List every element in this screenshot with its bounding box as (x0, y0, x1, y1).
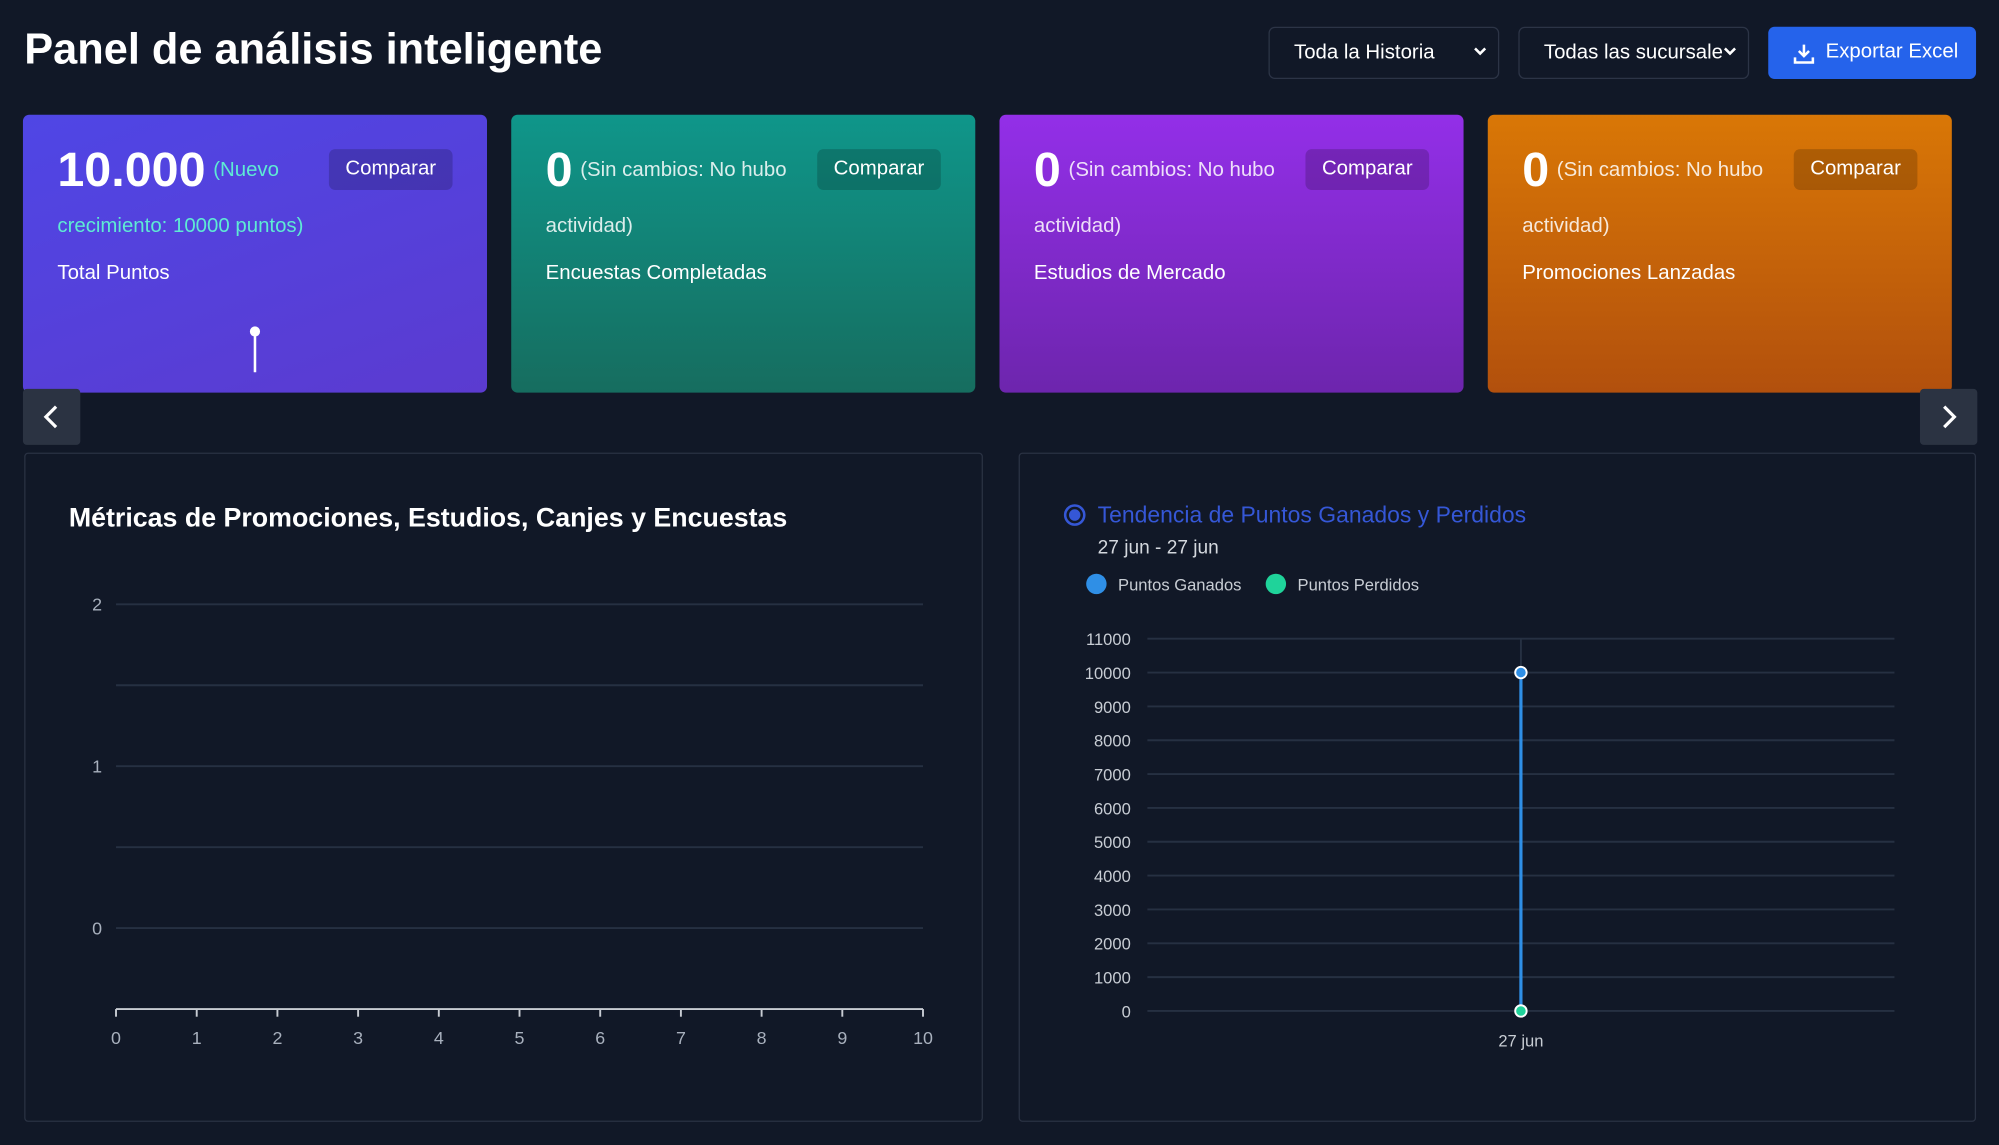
card-note: (Sin cambios: No hubo actividad) (545, 159, 787, 238)
compare-button[interactable]: Comparar (1305, 149, 1430, 190)
export-button[interactable]: Exportar Excel (1768, 26, 1977, 80)
chart-title: Tendencia de Puntos Ganados y Perdidos (1098, 502, 1526, 528)
x-tick-label: 1 (192, 1028, 202, 1048)
y-tick-label: 8000 (1094, 732, 1131, 751)
card-text: 0 (Sin cambios: No hubo actividad) (1522, 143, 1796, 255)
trend-panel (1018, 452, 1977, 1122)
legend-swatch (1086, 573, 1107, 595)
x-tick-label: 10 (913, 1028, 933, 1048)
chevron (1722, 45, 1738, 59)
compare-button[interactable]: Comparar (817, 149, 941, 190)
x-tick-label: 3 (353, 1028, 363, 1048)
chart-title: Métricas de Promociones, Estudios, Canje… (69, 503, 787, 533)
card-note: (Nuevo crecimiento: 10000 puntos) (57, 159, 304, 238)
card-text: 0 (Sin cambios: No hubo actividad) (546, 143, 820, 255)
compare-button[interactable]: Comparar (328, 149, 453, 190)
select-text: Todas las sucursales (1543, 42, 1734, 64)
stat-card: 0 (Sin cambios: No hubo actividad) Promoc… (1487, 114, 1952, 393)
button-text: Exportar Excel (1825, 40, 1959, 63)
y-tick-label: 1 (92, 757, 102, 777)
download-icon (1793, 44, 1815, 64)
chevron (1474, 47, 1487, 56)
x-tick-label: 4 (434, 1028, 444, 1048)
card-label: Estudios de Mercado (1033, 262, 1226, 285)
x-tick-label: 0 (111, 1028, 121, 1048)
card-label: Encuestas Completadas (545, 262, 767, 285)
chart-subtitle: 27 jun - 27 jun (1098, 537, 1219, 558)
metrics-panel (24, 452, 983, 1122)
select-text: Toda la Historia (1293, 42, 1435, 64)
arrow-left (43, 405, 58, 429)
data-point (1514, 665, 1528, 680)
x-tick-label: 8 (757, 1028, 767, 1048)
stat-card: 10.000 (Nuevo crecimiento: 10000 puntos) … (22, 114, 488, 393)
y-tick-label: 2000 (1094, 935, 1131, 954)
y-tick-label: 7000 (1094, 765, 1131, 784)
card-value: 10.000 (57, 144, 206, 198)
title-icon-dot (1068, 509, 1081, 521)
y-tick-label: 2 (92, 595, 102, 615)
x-tick-label: 7 (676, 1028, 686, 1048)
card-value: 0 (545, 144, 573, 198)
y-tick-label: 0 (92, 918, 102, 938)
y-tick-label: 6000 (1094, 799, 1131, 818)
legend-label: Puntos Ganados (1118, 575, 1241, 594)
arrow-right (1943, 405, 1957, 429)
next-button[interactable] (1919, 388, 1978, 445)
data-point (1514, 1004, 1528, 1018)
y-tick-label: 1000 (1094, 969, 1131, 988)
sparkline (249, 326, 261, 373)
x-tick-label: 2 (272, 1028, 282, 1048)
title-icon (1063, 504, 1086, 526)
x-tick-label: 6 (595, 1028, 605, 1048)
period-select[interactable]: Toda la Historia (1268, 26, 1500, 80)
y-tick-label: 9000 (1094, 698, 1131, 717)
y-tick-label: 10000 (1085, 664, 1131, 683)
stat-card: 0 (Sin cambios: No hubo actividad) Encues… (511, 114, 976, 393)
card-note: (Sin cambios: No hubo actividad) (1522, 159, 1764, 238)
x-tick-label: 27 jun (1498, 1032, 1543, 1051)
y-tick-label: 4000 (1094, 867, 1131, 886)
y-tick-label: 5000 (1094, 833, 1131, 852)
legend-swatch (1265, 573, 1287, 595)
page-title: Panel de análisis inteligente (24, 25, 603, 74)
compare-button[interactable]: Comparar (1793, 149, 1918, 190)
card-value: 0 (1522, 144, 1550, 198)
y-tick-label: 3000 (1094, 901, 1131, 920)
y-tick-label: 0 (1122, 1002, 1131, 1021)
card-label: Total Puntos (57, 262, 170, 285)
card-text: 0 (Sin cambios: No hubo actividad) (1034, 143, 1308, 255)
legend-label: Puntos Perdidos (1298, 575, 1420, 594)
prev-button[interactable] (22, 388, 81, 445)
x-tick-label: 5 (515, 1028, 525, 1048)
card-label: Promociones Lanzadas (1522, 262, 1736, 285)
card-note: (Sin cambios: No hubo actividad) (1033, 159, 1275, 238)
y-tick-label: 11000 (1086, 630, 1131, 649)
card-value: 0 (1033, 144, 1061, 198)
x-tick-label: 9 (837, 1028, 847, 1048)
stat-card: 0 (Sin cambios: No hubo actividad) Estudi… (999, 114, 1464, 393)
branch-select[interactable]: Todas las sucursales (1518, 26, 1750, 80)
card-text: 10.000 (Nuevo crecimiento: 10000 puntos) (57, 143, 331, 255)
